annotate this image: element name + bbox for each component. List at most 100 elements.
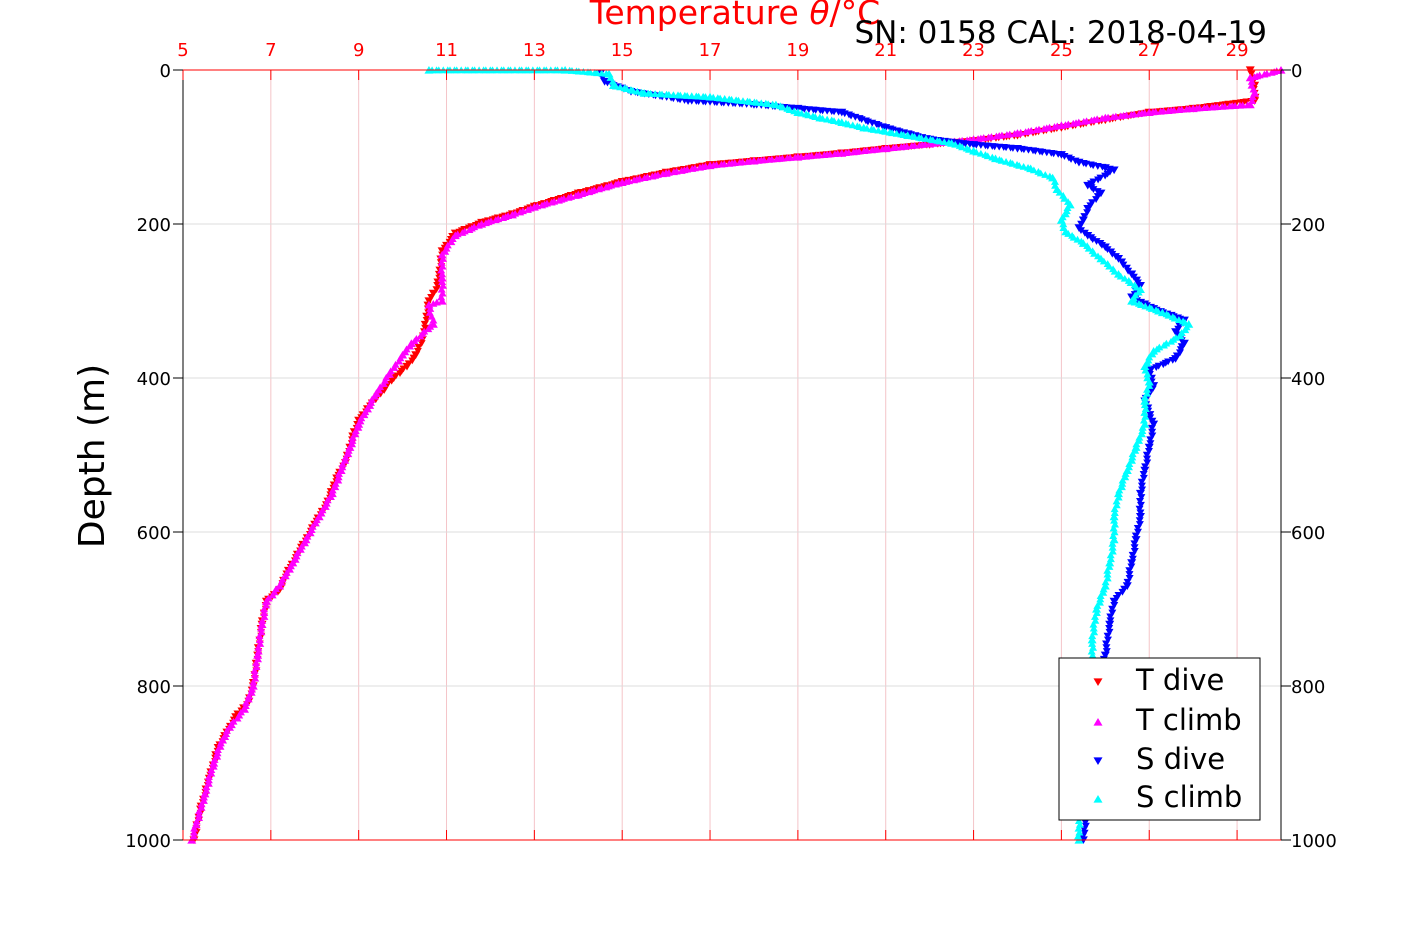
data-point: [1087, 635, 1097, 644]
data-point: [268, 591, 277, 599]
data-point: [1110, 267, 1119, 275]
data-point: [1110, 516, 1119, 524]
data-point: [213, 749, 222, 757]
data-point: [1116, 272, 1125, 280]
data-point: [1248, 93, 1257, 101]
x-tick-label: 5: [177, 40, 188, 61]
data-point: [1225, 102, 1234, 110]
data-point: [1105, 625, 1114, 632]
data-point: [1106, 617, 1115, 625]
data-point: [1147, 305, 1156, 312]
data-point: [516, 208, 525, 216]
data-point: [1146, 440, 1155, 448]
data-point: [1105, 262, 1114, 270]
data-point: [1118, 480, 1127, 487]
data-point: [1080, 826, 1089, 834]
data-point: [1138, 427, 1147, 434]
x-tick-label: 17: [699, 40, 722, 61]
data-point: [1050, 123, 1059, 130]
data-point: [1148, 424, 1156, 432]
data-point: [1118, 476, 1127, 484]
data-point: [195, 807, 204, 815]
data-point: [611, 180, 620, 188]
data-point: [1103, 246, 1112, 254]
data-point: [972, 148, 981, 156]
data-point: [204, 773, 213, 780]
data-point: [1131, 536, 1141, 544]
data-point: [253, 651, 263, 659]
legend-marker: [1093, 717, 1103, 726]
data-point: [216, 739, 225, 747]
data-point: [438, 278, 447, 285]
x-tick-label: 23: [962, 40, 985, 61]
data-point: [1136, 501, 1145, 509]
data-point: [402, 362, 412, 371]
legend-label: S dive: [1136, 742, 1225, 776]
data-point: [867, 146, 876, 154]
data-point: [860, 147, 869, 155]
data-point: [830, 117, 839, 125]
data-point: [1089, 624, 1098, 632]
data-point: [564, 193, 573, 201]
data-point: [437, 273, 447, 282]
data-point: [1099, 585, 1108, 593]
data-point: [1143, 455, 1152, 463]
legend-label: S climb: [1136, 780, 1242, 814]
data-point: [648, 172, 657, 180]
data-point: [1140, 362, 1150, 371]
data-point: [1103, 570, 1112, 578]
data-point: [1105, 628, 1114, 636]
data-point: [1139, 474, 1148, 482]
data-point: [725, 159, 734, 167]
data-point: [1083, 205, 1093, 213]
data-point: [437, 285, 446, 293]
y-tick-label-right: 200: [1291, 215, 1325, 236]
data-point: [1159, 341, 1168, 349]
data-point: [585, 188, 594, 196]
data-point: [1123, 578, 1132, 586]
data-point: [1125, 567, 1134, 575]
data-point: [717, 160, 726, 168]
data-point: [630, 176, 639, 184]
data-point: [437, 293, 446, 301]
data-point: [1102, 644, 1111, 652]
data-point: [258, 616, 267, 624]
data-point: [260, 609, 269, 617]
data-point: [1260, 70, 1269, 78]
data-point: [791, 153, 800, 161]
data-point: [1074, 817, 1083, 824]
data-point: [338, 460, 347, 467]
data-point: [424, 325, 433, 333]
data-point: [1125, 571, 1134, 578]
y-tick-label-left: 400: [137, 369, 171, 390]
data-point: [1128, 450, 1137, 458]
data-point: [1135, 521, 1144, 528]
data-point: [190, 824, 199, 832]
data-point: [1207, 103, 1216, 111]
data-point: [1100, 651, 1110, 660]
data-point: [823, 115, 832, 123]
data-point: [1134, 288, 1143, 296]
data-point: [695, 163, 704, 171]
data-point: [296, 546, 305, 553]
data-point: [1109, 512, 1119, 521]
data-point: [1200, 104, 1209, 111]
data-point: [1135, 433, 1144, 441]
data-point: [1078, 216, 1088, 225]
x-tick-label: 29: [1226, 40, 1249, 61]
data-point: [1126, 279, 1135, 287]
data-point: [1015, 161, 1024, 169]
legend-marker: [1093, 794, 1103, 803]
data-point: [1103, 566, 1112, 574]
data-point: [417, 340, 426, 347]
data-point: [1108, 605, 1117, 613]
data-point: [260, 605, 269, 613]
data-point: [301, 535, 311, 544]
data-point: [447, 238, 456, 246]
series-t-climb: [187, 65, 1286, 844]
data-point: [547, 198, 556, 206]
data-point: [1056, 151, 1066, 159]
data-point: [416, 332, 425, 340]
data-point: [1103, 636, 1112, 644]
